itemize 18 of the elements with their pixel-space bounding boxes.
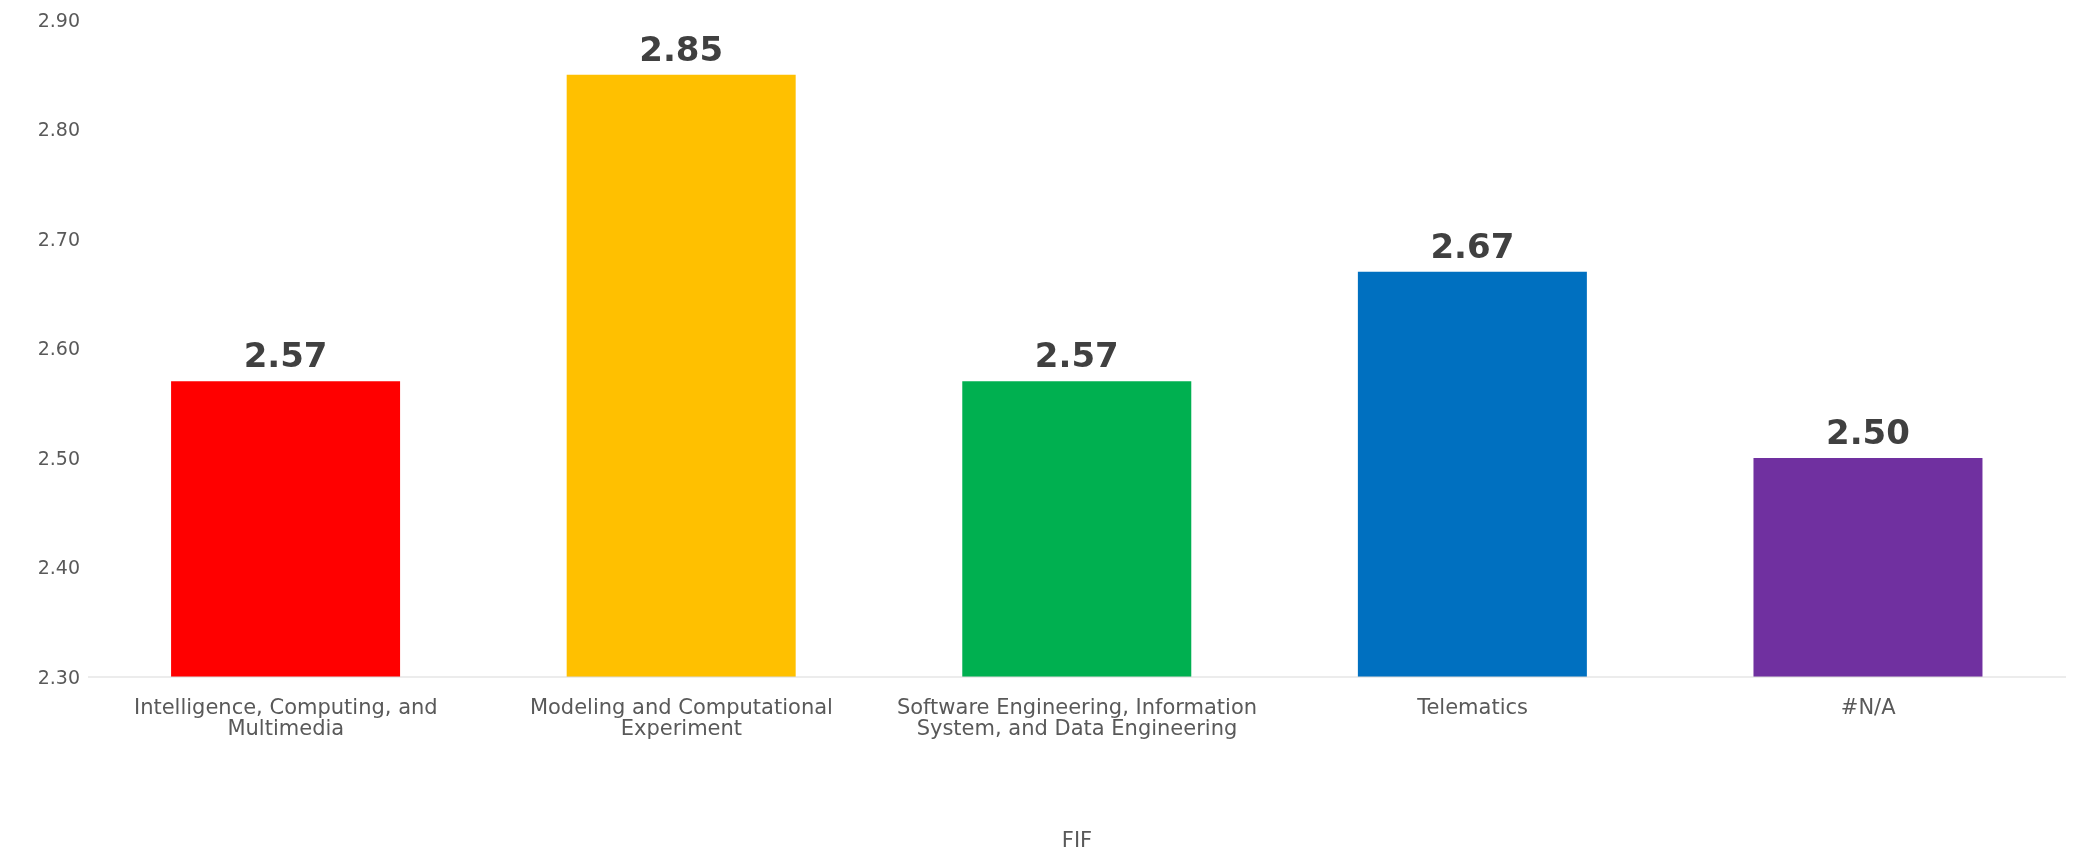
y-tick-label: 2.70 — [37, 227, 80, 250]
y-tick-label: 2.50 — [37, 446, 80, 469]
x-tick-label: #N/A — [1840, 694, 1897, 719]
data-label: 2.57 — [1034, 335, 1119, 376]
y-tick-label: 2.90 — [37, 8, 80, 31]
data-label: 2.67 — [1430, 225, 1515, 266]
x-tick-label: Modeling and Computational Experiment — [529, 694, 833, 740]
x-axis-title: FIF — [1061, 828, 1093, 852]
x-tick-label: Telematics — [1416, 694, 1529, 719]
y-tick-label: 2.30 — [37, 665, 80, 688]
y-tick-label: 2.60 — [37, 337, 80, 360]
x-tick-label: Intelligence, Computing, and Multimedia — [133, 694, 438, 740]
y-tick-label: 2.80 — [37, 118, 80, 141]
data-label: 2.57 — [243, 335, 328, 376]
data-label: 2.50 — [1826, 412, 1910, 452]
data-label: 2.85 — [639, 28, 724, 69]
x-tick-label: Software Engineering, Information System, and Data Engineering — [896, 694, 1258, 740]
y-tick-label: 2.40 — [37, 556, 80, 579]
